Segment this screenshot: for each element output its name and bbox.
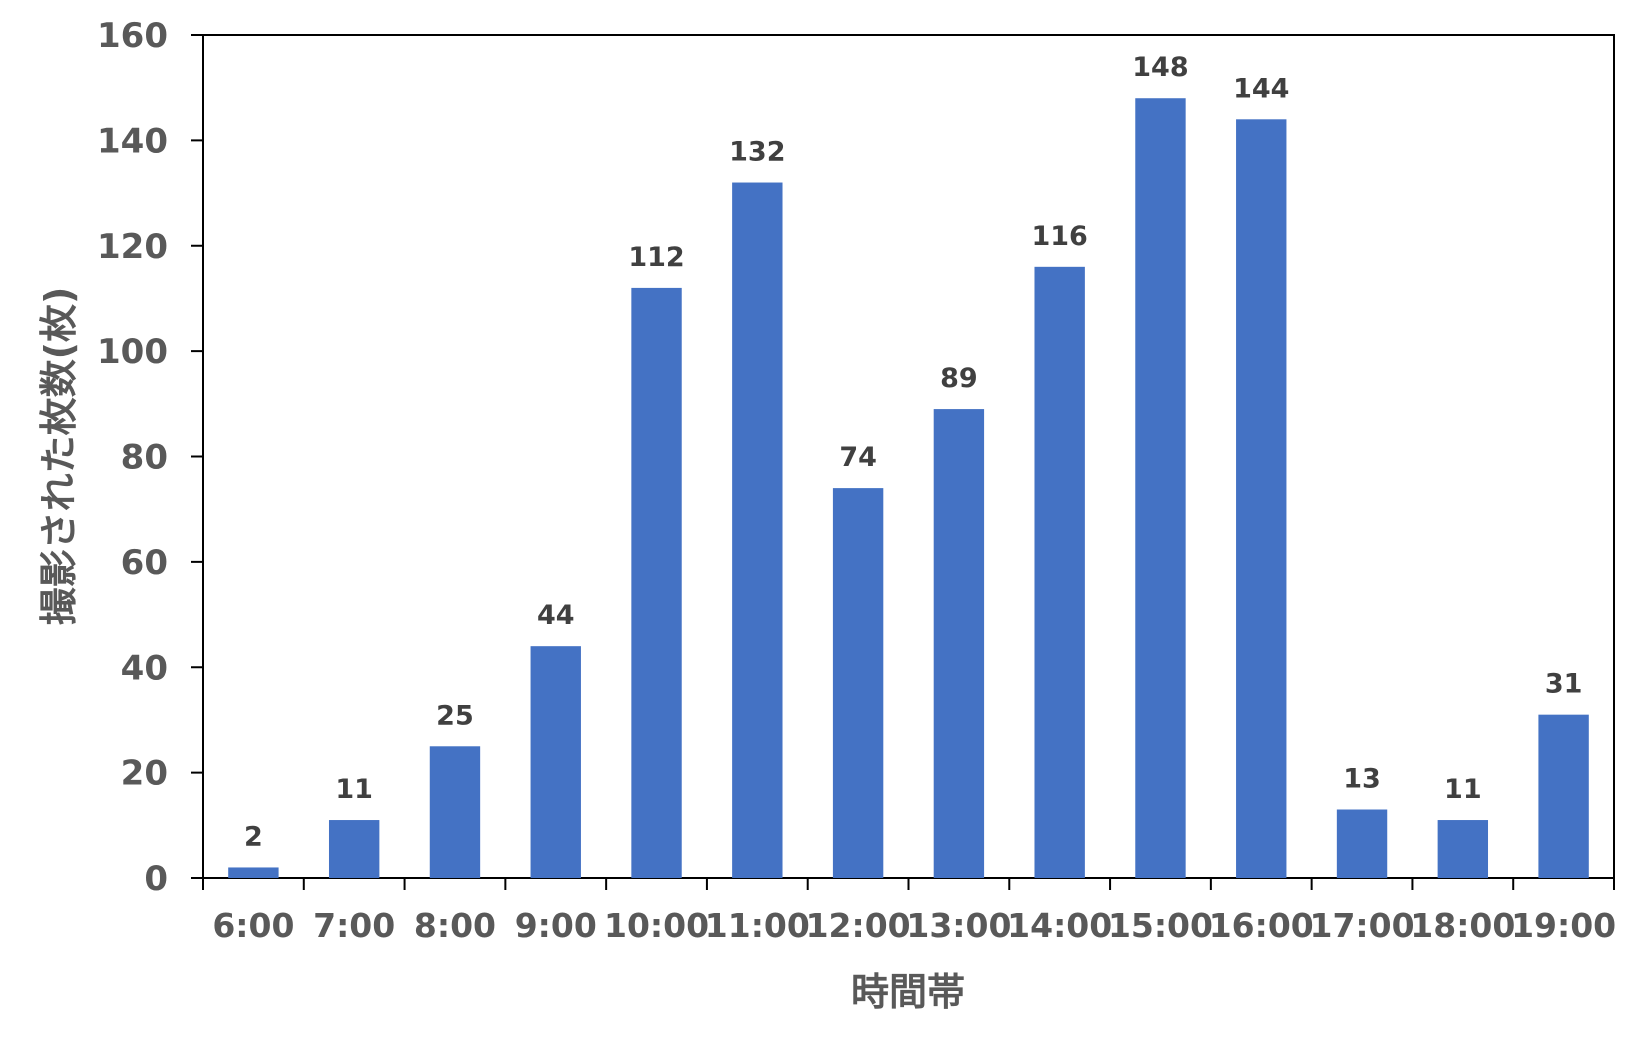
x-tick-label-13:00: 13:00 <box>906 906 1011 945</box>
x-tick-label-9:00: 9:00 <box>515 906 597 945</box>
x-tick-label-17:00: 17:00 <box>1310 906 1415 945</box>
x-tick-label-11:00: 11:00 <box>705 906 810 945</box>
bar-19:00 <box>1538 714 1589 878</box>
y-tick-label-160: 160 <box>97 16 168 56</box>
bar-17:00 <box>1336 809 1388 878</box>
bar-10:00 <box>631 287 682 878</box>
bar-15:00 <box>1135 98 1186 879</box>
bar-18:00 <box>1437 820 1489 878</box>
bar-9:00 <box>530 646 581 878</box>
x-tick-label-8:00: 8:00 <box>414 906 496 945</box>
x-tick-label-6:00: 6:00 <box>212 906 294 945</box>
bar-16:00 <box>1236 119 1287 879</box>
data-label-10:00: 112 <box>628 242 684 273</box>
data-label-13:00: 89 <box>940 363 978 394</box>
x-axis-title: 時間帯 <box>851 970 965 1014</box>
x-tick-label-18:00: 18:00 <box>1410 906 1515 945</box>
y-tick-label-140: 140 <box>97 121 168 161</box>
data-label-11:00: 132 <box>729 137 785 168</box>
plot-frame <box>202 34 1615 879</box>
bar-14:00 <box>1034 266 1085 878</box>
bar-6:00 <box>228 867 279 878</box>
x-tick-label-16:00: 16:00 <box>1209 906 1314 945</box>
data-label-15:00: 148 <box>1132 52 1188 83</box>
x-tick-label-10:00: 10:00 <box>604 906 709 945</box>
x-tick-label-15:00: 15:00 <box>1108 906 1213 945</box>
x-tick-label-19:00: 19:00 <box>1511 906 1616 945</box>
bar-13:00 <box>933 409 985 878</box>
data-labels-group: 2 11 25 44 112 132 74 89 116 148 144 13 11 31 <box>244 52 1582 852</box>
x-axis-ticks: 6:00 7:00 8:00 9:00 10:0011:0012:0013:0014:0… <box>202 878 1616 945</box>
y-tick-label-40: 40 <box>121 648 168 688</box>
data-label-14:00: 116 <box>1031 221 1087 252</box>
data-label-19:00: 31 <box>1545 669 1583 700</box>
bar-11:00 <box>732 182 783 878</box>
y-tick-label-20: 20 <box>121 754 168 794</box>
data-label-17:00: 13 <box>1343 764 1381 795</box>
data-label-7:00: 11 <box>335 774 373 805</box>
data-label-16:00: 144 <box>1233 73 1289 104</box>
data-label-6:00: 2 <box>244 821 263 852</box>
y-axis-ticks: 0 20 40 60 80 100 120 140 160 <box>97 16 203 899</box>
bar-8:00 <box>429 746 481 878</box>
y-tick-label-100: 100 <box>97 332 168 372</box>
x-tick-label-14:00: 14:00 <box>1007 906 1112 945</box>
data-label-8:00: 25 <box>436 700 474 731</box>
data-label-12:00: 74 <box>839 442 877 473</box>
bar-12:00 <box>832 488 884 878</box>
bar-7:00 <box>328 820 380 878</box>
y-tick-label-80: 80 <box>121 438 168 478</box>
y-axis-title: 撮影された枚数(枚) <box>37 287 81 626</box>
data-label-9:00: 44 <box>537 600 575 631</box>
x-tick-label-7:00: 7:00 <box>313 906 395 945</box>
y-tick-label-120: 120 <box>97 227 168 267</box>
y-tick-label-0: 0 <box>144 859 168 899</box>
x-tick-label-12:00: 12:00 <box>806 906 911 945</box>
data-label-18:00: 11 <box>1444 774 1482 805</box>
bars-group <box>228 98 1589 879</box>
y-tick-label-60: 60 <box>121 543 168 583</box>
